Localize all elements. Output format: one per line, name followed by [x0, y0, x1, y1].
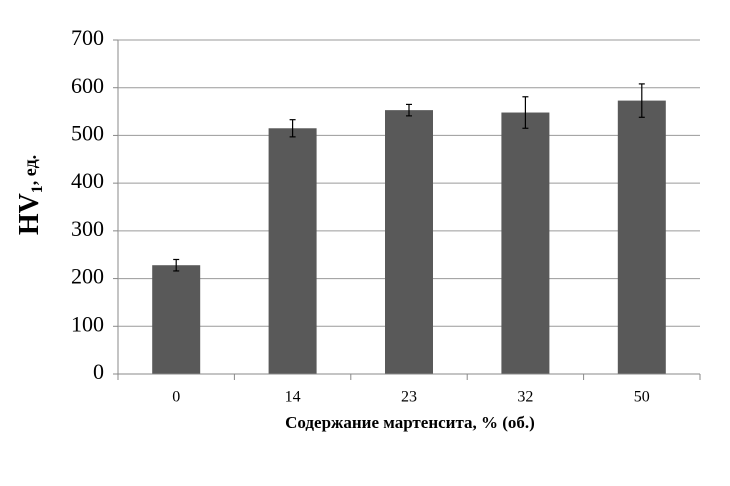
y-tick-label: 100 — [71, 311, 104, 336]
y-label-sub: 1 — [29, 185, 46, 193]
x-tick-label: 0 — [172, 389, 180, 406]
x-axis-label: Содержание мартенсита, % (об.) — [285, 413, 535, 432]
bar — [152, 265, 201, 374]
bar — [385, 110, 433, 374]
bar — [268, 128, 317, 374]
y-tick-label: 200 — [71, 264, 104, 289]
y-tick-label: 500 — [71, 120, 104, 145]
y-tick-label: 600 — [71, 73, 104, 98]
y-tick-label: 300 — [71, 216, 104, 241]
y-axis-label: HV1, ед. — [14, 155, 45, 235]
x-tick-label: 32 — [517, 389, 533, 406]
y-tick-label: 400 — [71, 168, 104, 193]
y-tick-label: 700 — [71, 25, 104, 50]
y-label-main: HV — [14, 193, 45, 235]
y-label-unit: , ед. — [20, 155, 40, 185]
x-tick-label: 50 — [634, 389, 650, 406]
x-tick-label: 14 — [285, 389, 301, 406]
y-tick-label: 0 — [93, 359, 104, 384]
bar — [617, 100, 666, 375]
x-tick-label: 23 — [401, 389, 417, 406]
bar — [501, 112, 550, 375]
